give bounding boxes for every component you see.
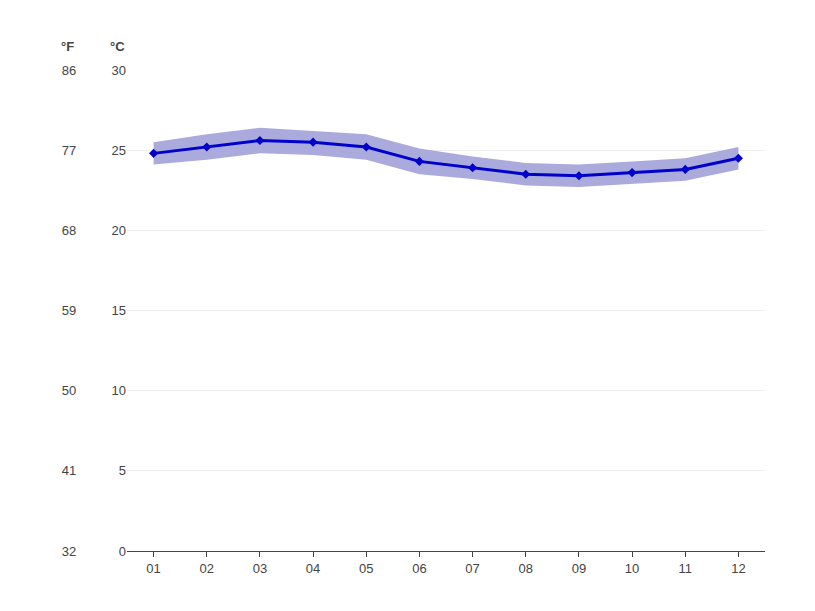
svg-text:°F: °F: [61, 39, 74, 54]
svg-text:86: 86: [62, 63, 76, 78]
svg-text:12: 12: [731, 561, 745, 576]
svg-text:10: 10: [112, 383, 126, 398]
svg-text:32: 32: [62, 544, 76, 559]
svg-text:15: 15: [112, 303, 126, 318]
svg-text:30: 30: [112, 63, 126, 78]
svg-text:07: 07: [465, 561, 479, 576]
svg-text:°C: °C: [110, 39, 125, 54]
svg-text:03: 03: [253, 561, 267, 576]
svg-text:10: 10: [625, 561, 639, 576]
svg-text:50: 50: [62, 383, 76, 398]
svg-text:05: 05: [359, 561, 373, 576]
svg-text:20: 20: [112, 223, 126, 238]
svg-text:06: 06: [412, 561, 426, 576]
svg-text:09: 09: [572, 561, 586, 576]
svg-text:25: 25: [112, 143, 126, 158]
svg-text:0: 0: [119, 544, 126, 559]
svg-text:02: 02: [200, 561, 214, 576]
svg-text:11: 11: [679, 561, 693, 576]
svg-text:41: 41: [62, 463, 76, 478]
svg-text:08: 08: [519, 561, 533, 576]
svg-text:77: 77: [62, 143, 76, 158]
svg-text:68: 68: [62, 223, 76, 238]
svg-text:59: 59: [62, 303, 76, 318]
svg-text:01: 01: [146, 561, 160, 576]
svg-text:04: 04: [306, 561, 320, 576]
svg-text:5: 5: [119, 463, 126, 478]
